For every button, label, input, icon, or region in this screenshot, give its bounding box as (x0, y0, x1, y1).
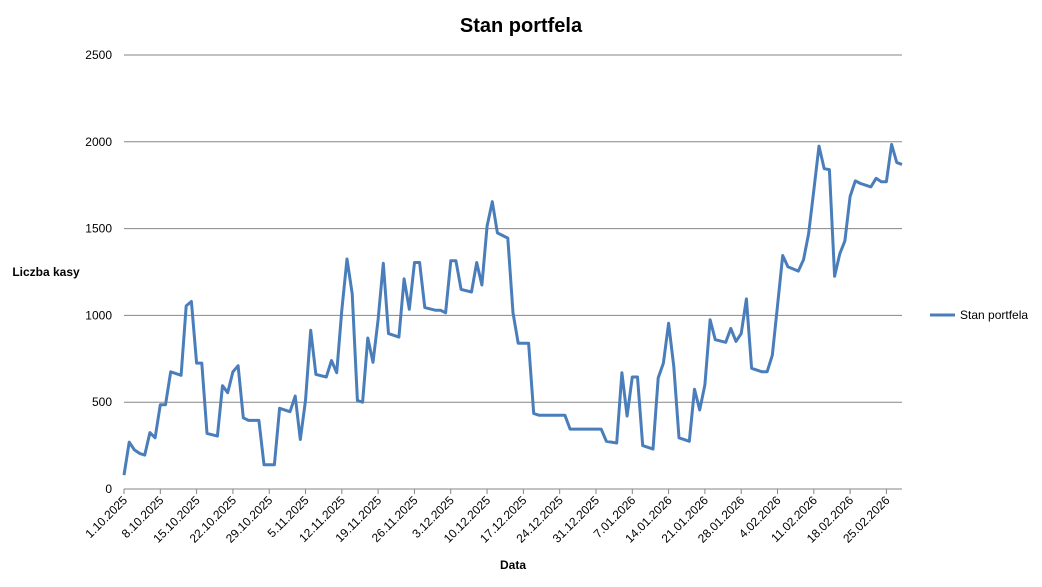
chart-title: Stan portfela (460, 15, 583, 37)
y-tick-label: 1500 (85, 222, 112, 236)
y-tick-label: 2000 (85, 135, 112, 149)
y-tick-label: 0 (105, 482, 112, 496)
data-line (122, 142, 903, 476)
y-axis-title: Liczba kasy (12, 265, 80, 279)
y-tick-label: 2500 (85, 48, 112, 62)
x-axis-title: Data (500, 558, 526, 572)
y-tick-label: 1000 (85, 308, 112, 322)
legend-label: Stan portfela (960, 308, 1028, 322)
y-tick-label: 500 (92, 395, 112, 409)
